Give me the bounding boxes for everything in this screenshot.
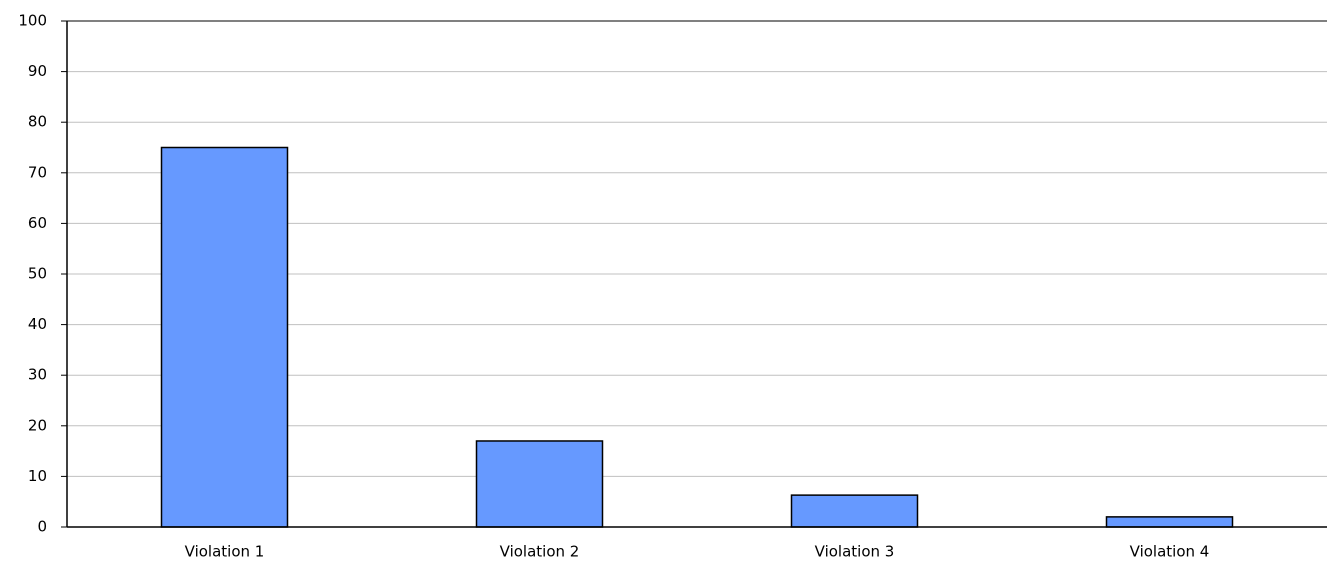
y-tick-label: 80: [28, 113, 47, 131]
bar: [790, 494, 919, 528]
y-tick-label: 90: [28, 62, 47, 80]
y-tick-label: 100: [18, 12, 47, 30]
x-tick-label: Violation 2: [500, 543, 580, 561]
bar: [1105, 516, 1234, 528]
y-tick-label: 10: [28, 467, 47, 485]
y-tick-label: 60: [28, 214, 47, 232]
y-tick-label: 40: [28, 315, 47, 333]
y-tick-label: 20: [28, 416, 47, 434]
x-tick-label: Violation 4: [1130, 543, 1210, 561]
y-tick-label: 50: [28, 265, 47, 283]
y-tick-label: 70: [28, 163, 47, 181]
x-tick-label: Violation 1: [185, 543, 265, 561]
y-tick-label: 0: [37, 518, 47, 536]
x-tick-label: Violation 3: [815, 543, 895, 561]
bar: [475, 440, 604, 528]
y-tick-label: 30: [28, 366, 47, 384]
bar: [160, 146, 289, 528]
